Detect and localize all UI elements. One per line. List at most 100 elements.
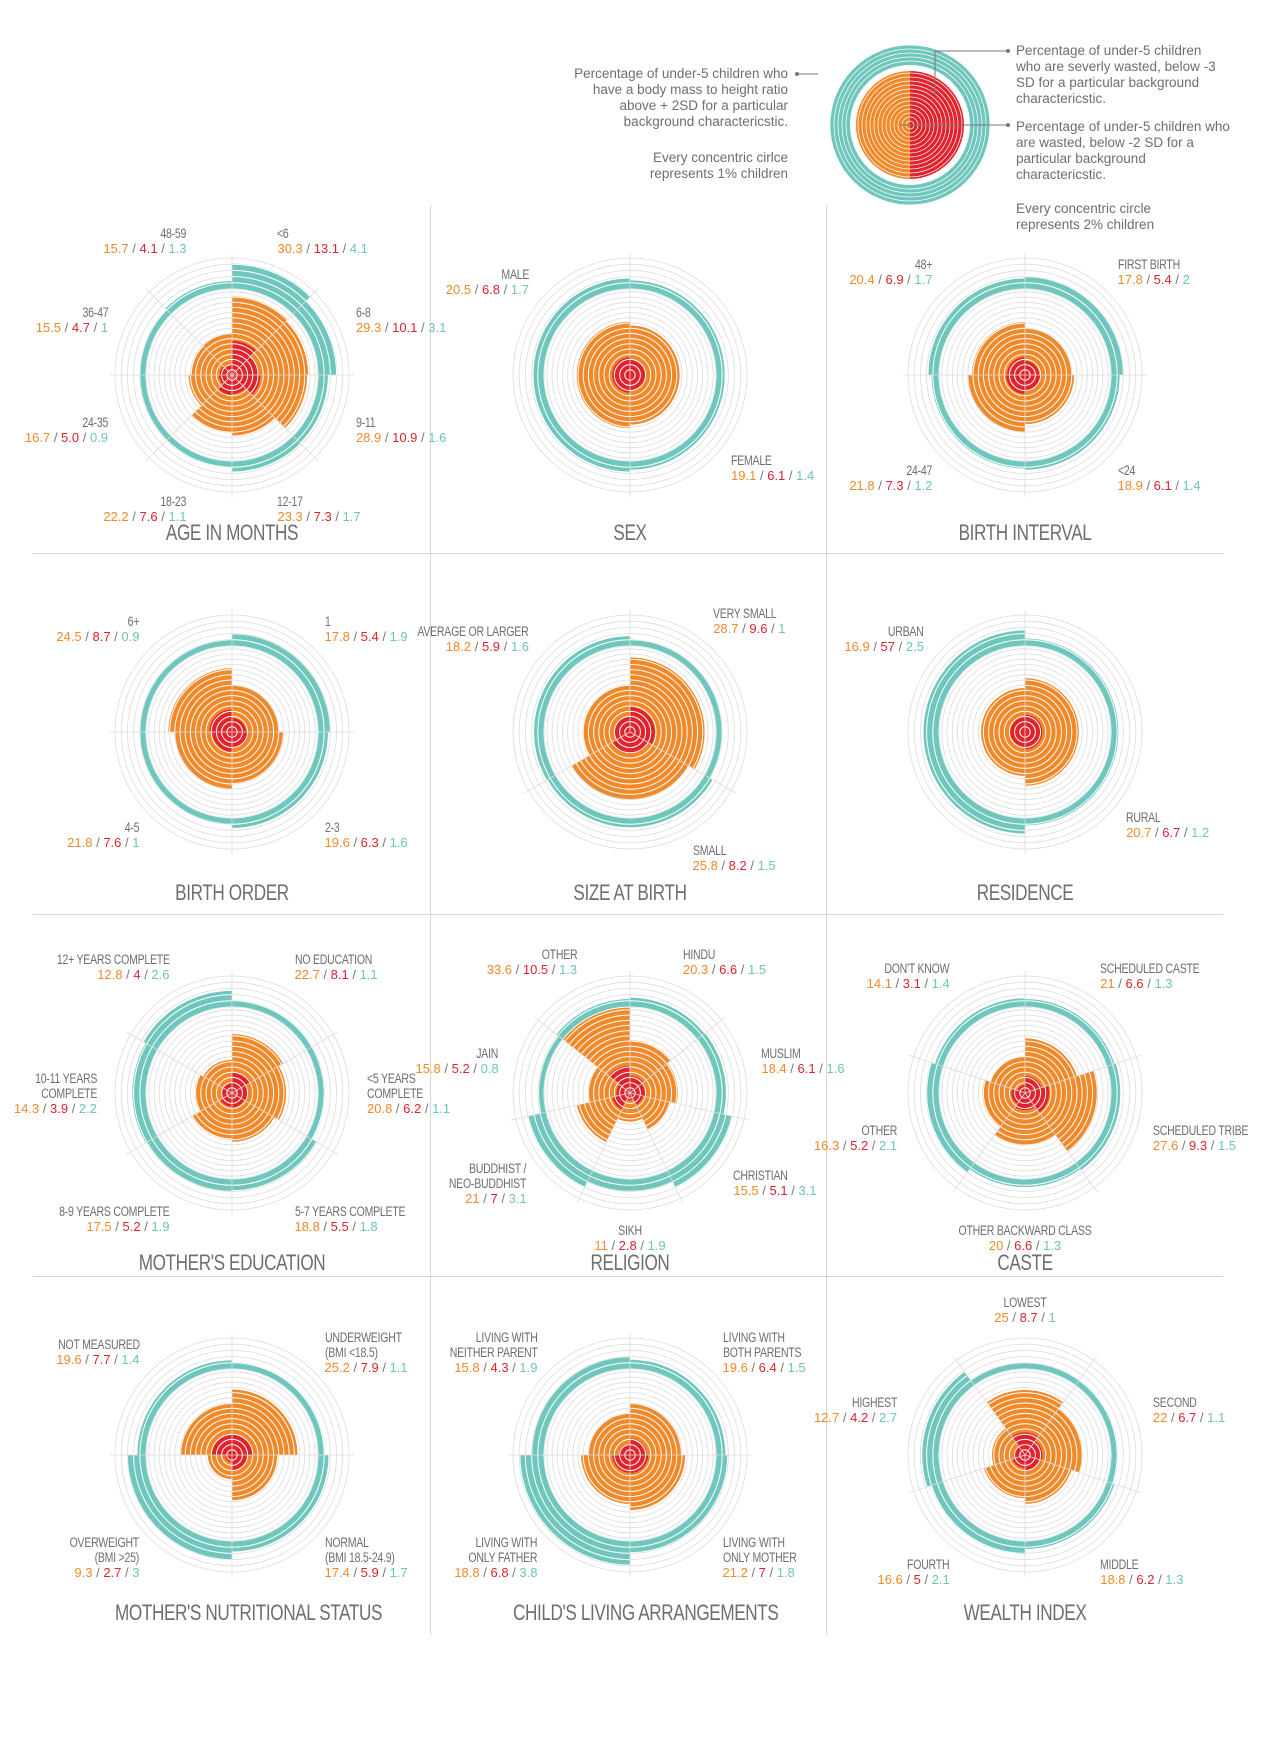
spoke-line [231,374,319,462]
category-label: CHRISTIAN 15.5 / 5.1 / 3.1 [733,1168,816,1198]
overweight-value: 1.4 [121,1352,140,1368]
marks [139,263,338,472]
severely-wasted-bar [630,707,655,745]
category-label: 24-47 21.8 / 7.3 / 1.2 [849,463,932,493]
category-label: 12+ YEARS COMPLETE 12.8 / 4 / 2.6 [25,952,170,982]
overweight-value: 1.1 [168,508,187,524]
spoke-line [231,1092,338,1155]
category-label: MUSLIM 18.4 / 6.1 / 1.6 [761,1046,844,1076]
wasted-value: 21 [465,1190,480,1206]
overweight-bar [232,732,328,828]
category-values: 33.6 / 10.5 / 1.3 [486,962,578,978]
severely-wasted-value: 6.2 [403,1100,422,1116]
overweight-value: 2.7 [879,1410,898,1426]
severely-wasted-value: 4.7 [71,319,90,335]
radial-chart-living [508,1333,752,1577]
severely-wasted-value: 5.1 [769,1183,788,1199]
category-name: UNDERWEIGHT (BMI <18.5) [324,1329,402,1360]
category-name: VERY SMALL [713,605,777,621]
severely-wasted-value: 8.7 [92,629,111,645]
category-label: 5-7 YEARS COMPLETE 18.8 / 5.5 / 1.8 [295,1204,436,1234]
category-label: FIRST BIRTH 17.8 / 5.4 / 2 [1118,257,1197,287]
category-name: LIVING WITH BOTH PARENTS [722,1329,802,1360]
category-values: 21.2 / 7 / 1.8 [722,1565,795,1581]
row-divider [33,553,1223,554]
category-name: NO EDUCATION [294,952,372,968]
wasted-value: 15.7 [103,241,129,257]
overweight-value: 2.1 [931,1572,950,1588]
category-name: <5 YEARS COMPLETE [367,1070,424,1101]
overweight-bar [139,732,232,825]
radial-chart-residence [907,610,1143,854]
wasted-value: 23.3 [277,508,303,524]
category-label: LIVING WITH ONLY FATHER 18.8 / 6.8 / 3.8 [449,1535,537,1580]
category-label: FOURTH 16.6 / 5 / 2.1 [877,1557,950,1588]
spoke-line [524,731,631,794]
wasted-value: 21 [1100,975,1115,991]
severely-wasted-value: 6.7 [1162,825,1181,841]
row-divider [33,1276,1223,1277]
category-name: OTHER [541,947,578,963]
severely-wasted-value: 3.1 [902,975,921,991]
wasted-value: 17.8 [324,629,350,645]
overweight-value: 1.7 [389,1565,408,1581]
category-name: 9-11 [355,415,376,431]
wasted-value: 18.4 [761,1060,787,1076]
wasted-value: 17.8 [1117,272,1143,288]
overweight-bar [147,1136,232,1191]
severely-wasted-value: 8.1 [330,967,349,983]
spoke-line [629,1016,726,1094]
category-name: 4-5 [124,819,140,835]
overweight-value: 3.1 [508,1190,527,1206]
row-divider [33,914,1223,915]
severely-wasted-value: 9.6 [749,620,768,636]
category-label: 9-11 28.9 / 10.9 / 1.6 [356,415,446,445]
wasted-value: 25 [994,1310,1009,1325]
overweight-value: 1.9 [389,629,408,645]
overweight-value: 1.9 [519,1359,538,1375]
severely-wasted-value: 6.9 [885,272,904,288]
radial-chart-nutrition [110,1333,354,1577]
overweight-bar [1075,1379,1118,1484]
severely-wasted-value: 6.6 [1125,975,1144,991]
overweight-value: 1.5 [757,857,776,873]
chart-title: RELIGION [590,1250,670,1275]
overweight-value: 1.4 [931,975,950,991]
severely-wasted-bar [232,1084,249,1102]
category-values: 15.7 / 4.1 / 1.3 [103,241,187,257]
radial-chart-education [114,971,350,1215]
severely-wasted-value: 5.0 [61,430,80,446]
wasted-bar [194,1074,232,1112]
pointer-dot [795,72,799,76]
category-label: 8-9 YEARS COMPLETE 17.5 / 5.2 / 1.9 [28,1204,170,1234]
overweight-bar [928,278,1025,375]
severely-wasted-value: 2.7 [103,1565,122,1581]
spoke-line [1024,1356,1098,1456]
marks [923,630,1119,834]
overweight-bar [922,1371,975,1487]
severely-wasted-value: 10.9 [392,430,418,446]
severely-wasted-value: 6.6 [1014,1238,1033,1253]
wasted-value: 18.2 [445,638,472,654]
wasted-bar [188,375,232,406]
ring-line [926,998,1121,1188]
spoke-line [629,1092,684,1204]
wasted-value: 14.3 [13,1100,40,1116]
overweight-value: 1.1 [389,1359,408,1375]
spoke-line [534,1016,631,1094]
category-values: 25.2 / 7.9 / 1.1 [324,1359,408,1375]
wasted-value: 19.6 [56,1352,82,1368]
wasted-value: 19.1 [731,468,757,484]
wasted-bar [990,1056,1025,1093]
category-values: 19.6 / 7.7 / 1.4 [56,1352,140,1368]
severely-wasted-bar [630,1438,647,1455]
chart-title: CASTE [997,1250,1053,1275]
category-values: 18.8 / 6.2 / 1.3 [1100,1572,1184,1588]
category-name: 1 [324,614,331,630]
category-label: LIVING WITH BOTH PARENTS 19.6 / 6.4 / 1.5 [723,1330,823,1375]
category-name: LIVING WITH NEITHER PARENT [449,1329,538,1360]
overweight-value: 1.5 [1217,1137,1237,1153]
spoke-line [952,1356,1026,1456]
overweight-value: 2 [1182,272,1190,288]
wasted-value: 21.2 [722,1565,748,1581]
